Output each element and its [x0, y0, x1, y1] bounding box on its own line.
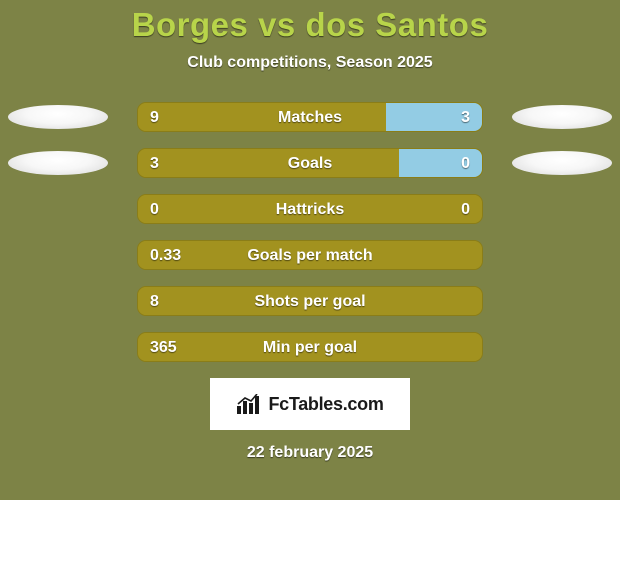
title-vs: vs — [258, 6, 296, 43]
left-segment — [138, 287, 482, 315]
page-title: Borges vs dos Santos — [0, 6, 620, 44]
stat-track: Matches93 — [137, 102, 483, 132]
title-left: Borges — [132, 6, 249, 43]
stat-track: Hattricks00 — [137, 194, 483, 224]
player-badge-left — [8, 151, 108, 175]
bar-chart-icon — [236, 394, 262, 414]
stat-row: Goals30 — [0, 148, 620, 178]
title-right: dos Santos — [305, 6, 488, 43]
stat-row: Goals per match0.33 — [0, 240, 620, 270]
stat-row: Min per goal365 — [0, 332, 620, 362]
date-label: 22 february 2025 — [0, 444, 620, 462]
stat-track: Goals per match0.33 — [137, 240, 483, 270]
left-segment — [138, 333, 482, 361]
stat-track: Goals30 — [137, 148, 483, 178]
left-segment — [138, 195, 482, 223]
right-segment — [386, 103, 482, 131]
right-segment — [399, 149, 482, 177]
fctables-logo: FcTables.com — [210, 378, 410, 430]
stat-row: Shots per goal8 — [0, 286, 620, 316]
player-badge-left — [8, 105, 108, 129]
left-segment — [138, 241, 482, 269]
stat-row: Hattricks00 — [0, 194, 620, 224]
subtitle: Club competitions, Season 2025 — [0, 54, 620, 72]
comparison-rows: Matches93 Goals30 Hattricks00 Goals per mat… — [0, 102, 620, 362]
stat-track: Shots per goal8 — [137, 286, 483, 316]
player-badge-right — [512, 105, 612, 129]
logo-text: FcTables.com — [268, 394, 383, 415]
stat-track: Min per goal365 — [137, 332, 483, 362]
stat-row: Matches93 — [0, 102, 620, 132]
left-segment — [138, 149, 399, 177]
left-segment — [138, 103, 386, 131]
player-badge-right — [512, 151, 612, 175]
